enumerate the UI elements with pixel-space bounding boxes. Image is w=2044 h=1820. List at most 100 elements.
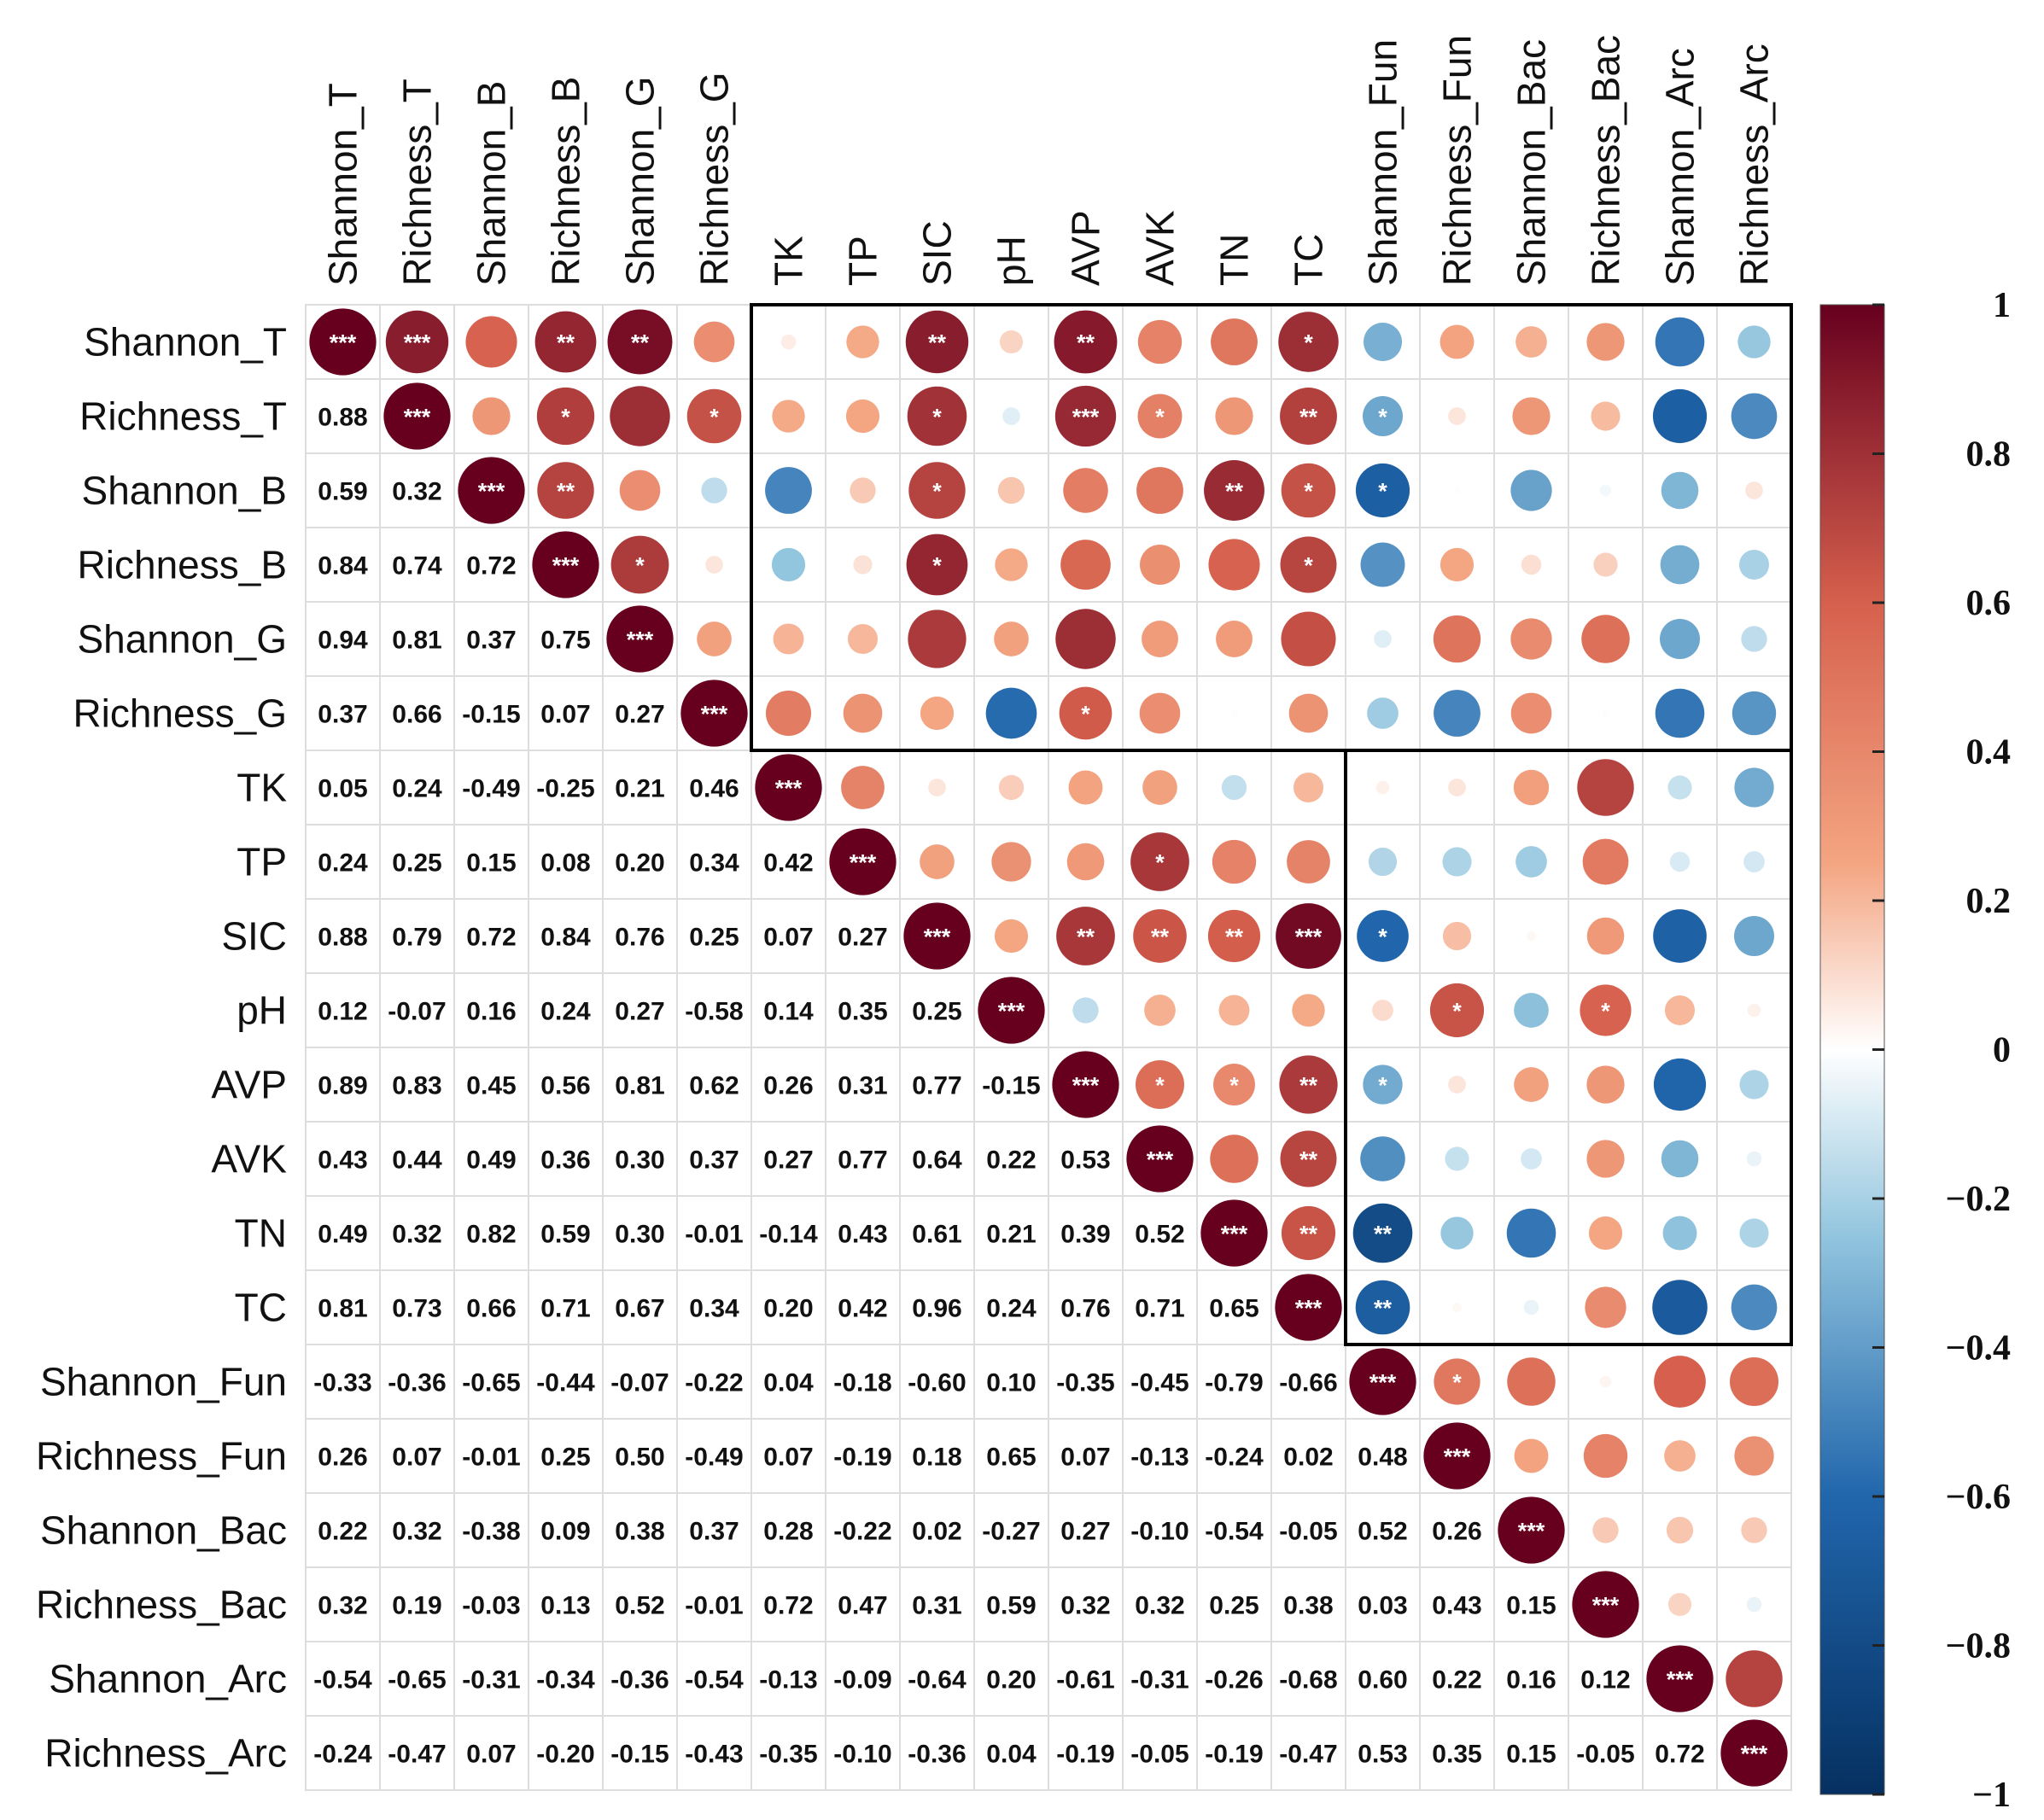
- corr-value-ph-shannon-g: 0.27: [615, 998, 664, 1026]
- corr-value-avk-shannon-t: 0.43: [318, 1146, 367, 1175]
- corr-circle-shannon-t-richness-arc: [1737, 325, 1771, 359]
- matrix-cell: [453, 601, 529, 677]
- corr-circle-shannon-bac-shannon-arc: [1666, 1516, 1694, 1544]
- corr-value-richness-bac-richness-fun: 0.43: [1432, 1592, 1481, 1620]
- corr-circle-shannon-g-shannon-fun: [1374, 630, 1392, 648]
- corr-value-richness-fun-shannon-fun: 0.48: [1358, 1444, 1407, 1472]
- corr-circle-shannon-b-tc: [1281, 463, 1336, 518]
- corr-circle-shannon-arc-shannon-arc: [1646, 1645, 1714, 1712]
- row-label-tk: TK: [237, 766, 287, 810]
- matrix-cell: [1419, 1566, 1495, 1642]
- corr-value-avk-avp: 0.53: [1060, 1146, 1110, 1175]
- matrix-cell: [602, 824, 678, 900]
- corr-circle-shannon-t-avp: [1054, 310, 1118, 374]
- corr-circle-shannon-g-shannon-g: [606, 605, 674, 673]
- corr-value-tp-shannon-t: 0.24: [318, 849, 368, 878]
- corr-circle-richness-b-shannon-bac: [1521, 554, 1542, 575]
- matrix-cell: [1419, 1715, 1495, 1791]
- corr-value-richness-fun-tn: -0.24: [1205, 1444, 1264, 1472]
- significance-label: *: [1155, 1073, 1165, 1099]
- corr-circle-ph-ph: [978, 977, 1045, 1044]
- corr-circle-avk-shannon-bac: [1521, 1148, 1542, 1170]
- matrix-cell: [825, 1641, 901, 1717]
- corr-value-richness-fun-avk: -0.13: [1130, 1444, 1188, 1472]
- corr-circle-tn-shannon-fun: [1352, 1203, 1413, 1263]
- matrix-cell: [973, 1418, 1049, 1494]
- corr-value-richness-arc-tk: -0.35: [759, 1741, 817, 1769]
- corr-value-shannon-fun-shannon-g: -0.07: [610, 1369, 669, 1397]
- corr-value-richness-bac-tp: 0.47: [838, 1592, 887, 1620]
- significance-label: ***: [1741, 1741, 1768, 1767]
- matrix-cell: [750, 824, 826, 900]
- matrix-cell: [825, 1344, 901, 1420]
- matrix-cell: [899, 1566, 975, 1642]
- matrix-cell: [899, 1492, 975, 1568]
- corr-value-shannon-fun-sic: -0.60: [908, 1369, 966, 1397]
- corr-circle-tp-tn: [1212, 839, 1257, 884]
- matrix-cell: [1122, 1195, 1198, 1271]
- corr-value-tk-richness-t: 0.24: [392, 775, 442, 803]
- corr-circle-shannon-g-richness-bac: [1581, 615, 1630, 663]
- corr-value-shannon-bac-tc: -0.05: [1279, 1518, 1337, 1546]
- corr-value-tk-richness-g: 0.46: [689, 775, 739, 803]
- matrix-cell: [825, 1121, 901, 1197]
- corr-circle-shannon-b-shannon-fun: [1355, 463, 1410, 518]
- corr-value-shannon-arc-richness-fun: 0.22: [1432, 1666, 1481, 1695]
- corr-value-tk-shannon-t: 0.05: [318, 775, 367, 803]
- corr-circle-sic-sic: [903, 902, 971, 970]
- significance-label: **: [1077, 925, 1095, 950]
- corr-value-shannon-arc-tk: -0.13: [759, 1666, 817, 1695]
- corr-value-avk-tk: 0.27: [763, 1146, 813, 1175]
- corr-circle-ph-tc: [1292, 994, 1325, 1027]
- significance-label: **: [1151, 925, 1170, 950]
- corr-value-tp-richness-g: 0.34: [689, 849, 739, 878]
- matrix-cell: [1122, 1566, 1198, 1642]
- corr-value-shannon-fun-richness-t: -0.36: [388, 1369, 446, 1397]
- matrix-cell: [379, 750, 455, 825]
- corr-circle-richness-b-shannon-arc: [1660, 545, 1700, 585]
- corr-value-richness-bac-tc: 0.38: [1283, 1592, 1333, 1620]
- corr-circle-shannon-g-tc: [1281, 611, 1336, 667]
- corr-value-shannon-g-richness-t: 0.81: [392, 627, 441, 655]
- corr-circle-richness-b-ph: [995, 548, 1028, 581]
- corr-value-shannon-bac-richness-t: 0.32: [392, 1518, 441, 1546]
- significance-label: ***: [404, 405, 431, 430]
- matrix-cell: [1642, 1715, 1718, 1791]
- significance-label: *: [561, 405, 570, 430]
- corr-circle-tp-avp: [1066, 843, 1105, 881]
- corr-value-tc-richness-b: 0.71: [540, 1295, 590, 1323]
- corr-circle-richness-b-richness-bac: [1593, 552, 1618, 577]
- corr-circle-shannon-t-shannon-bac: [1515, 326, 1547, 358]
- matrix-cell: [602, 1344, 678, 1420]
- matrix-cell: [1196, 1492, 1272, 1568]
- significance-label: **: [1299, 1222, 1318, 1247]
- corr-circle-sic-tc: [1276, 903, 1341, 969]
- matrix-cell: [825, 1492, 901, 1568]
- matrix-cell: [1345, 1418, 1421, 1494]
- significance-label: **: [1299, 1147, 1318, 1173]
- row-label-tn: TN: [235, 1211, 287, 1256]
- corr-circle-tp-richness-arc: [1743, 851, 1765, 872]
- corr-circle-richness-g-avp: [1059, 686, 1113, 740]
- corr-value-richness-fun-tk: 0.07: [763, 1444, 813, 1472]
- row-label-shannon-arc: Shannon_Arc: [49, 1657, 287, 1701]
- corr-circle-shannon-t-shannon-b: [465, 316, 517, 368]
- matrix-cell: [1568, 1195, 1644, 1271]
- corr-circle-tn-shannon-bac: [1506, 1208, 1556, 1258]
- corr-value-richness-fun-shannon-b: -0.01: [462, 1444, 520, 1472]
- matrix-cell: [973, 1195, 1049, 1271]
- row-label-shannon-b: Shannon_B: [82, 469, 287, 513]
- corr-value-tc-tk: 0.20: [763, 1295, 813, 1323]
- corr-value-shannon-bac-shannon-fun: 0.52: [1358, 1518, 1407, 1546]
- corr-value-richness-bac-ph: 0.59: [986, 1592, 1036, 1620]
- corr-value-richness-fun-tc: 0.02: [1283, 1444, 1333, 1472]
- corr-value-shannon-bac-richness-g: 0.37: [689, 1518, 739, 1546]
- row-label-richness-fun: Richness_Fun: [36, 1434, 287, 1479]
- significance-label: ***: [1221, 1222, 1248, 1247]
- corr-circle-richness-g-richness-arc: [1732, 691, 1777, 736]
- matrix-cell: [379, 1121, 455, 1197]
- corr-value-richness-arc-shannon-arc: 0.72: [1655, 1741, 1704, 1769]
- corr-value-ph-tk: 0.14: [763, 998, 814, 1026]
- corr-circle-tc-shannon-bac: [1523, 1299, 1539, 1315]
